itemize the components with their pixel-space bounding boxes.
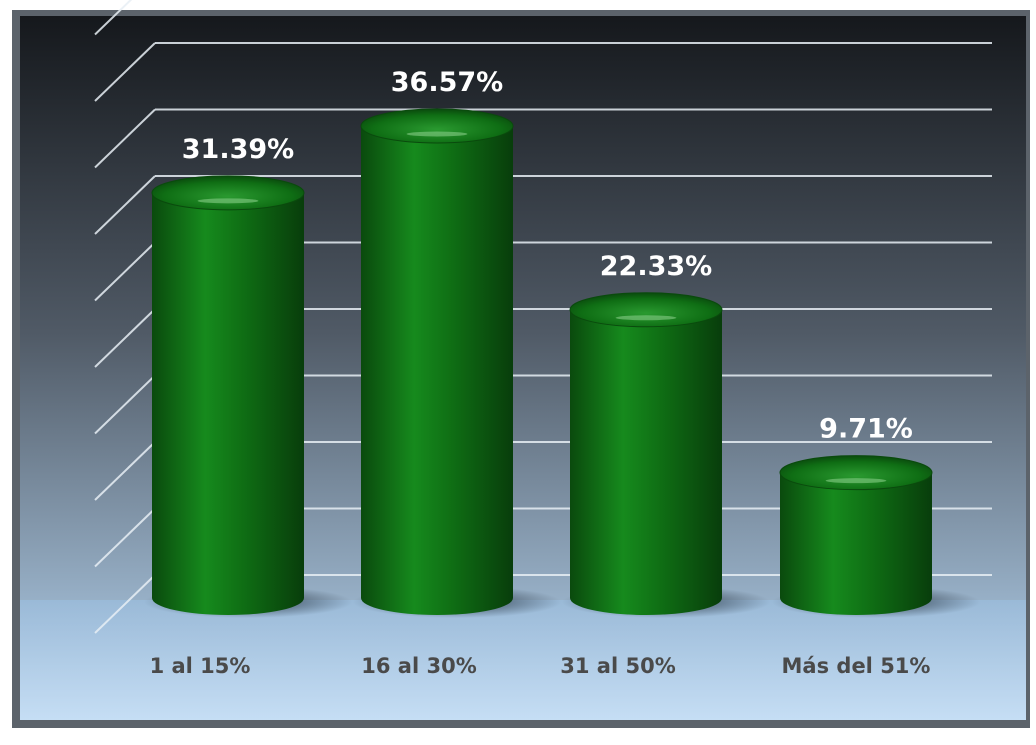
gridline-wall <box>94 441 156 501</box>
bar-top <box>779 455 933 491</box>
bar-top <box>360 108 514 144</box>
bar-highlight <box>825 478 887 484</box>
gridline-wall <box>94 108 156 169</box>
category-label: 16 al 30% <box>361 654 476 678</box>
category-label: 1 al 15% <box>150 654 251 678</box>
data-label: 9.71% <box>819 414 913 445</box>
bar-body <box>152 192 304 615</box>
gridline-wall <box>94 0 133 36</box>
bar <box>779 455 933 615</box>
gridline-wall <box>94 175 156 235</box>
gridline-wall <box>94 507 156 568</box>
bar-highlight <box>615 315 677 321</box>
gridline-wall <box>94 42 156 102</box>
bar <box>151 175 305 615</box>
gridline-wall <box>94 308 156 368</box>
gridline-wall <box>94 374 156 435</box>
bar-highlight <box>406 131 468 137</box>
data-label: 22.33% <box>600 251 712 282</box>
data-labels: 31.39% 36.57% 22.33% 9.71% <box>182 67 913 445</box>
bar <box>569 292 723 615</box>
chart-floor <box>20 600 1026 720</box>
bar-highlight <box>197 198 259 204</box>
bar <box>360 108 514 615</box>
data-label: 36.57% <box>391 67 503 98</box>
bar-body <box>780 472 932 615</box>
gridline-wall <box>94 241 156 302</box>
bar-body <box>361 126 513 615</box>
data-label: 31.39% <box>182 134 294 165</box>
category-labels: 1 al 15% 16 al 30% 31 al 50% Más del 51% <box>150 654 931 678</box>
bar-top <box>569 292 723 328</box>
bars <box>144 108 980 618</box>
bar-top <box>151 175 305 211</box>
category-label: 31 al 50% <box>560 654 675 678</box>
bar-body <box>570 309 722 615</box>
category-label: Más del 51% <box>782 654 931 678</box>
gridline-wall <box>94 574 156 634</box>
